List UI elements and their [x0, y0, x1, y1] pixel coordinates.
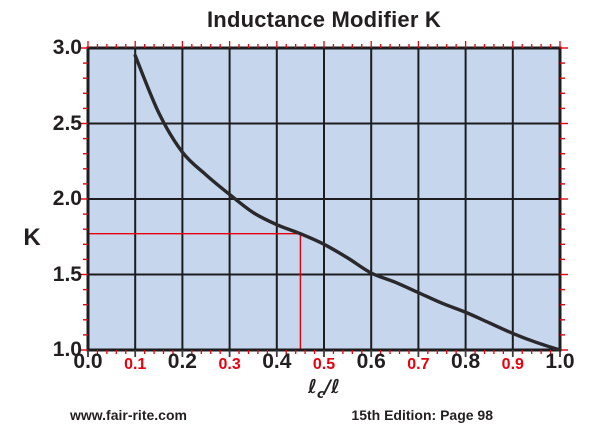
y-tick-label: 3.0 — [52, 36, 82, 59]
x-tick-label: 1.0 — [545, 350, 575, 373]
k-curve — [133, 53, 562, 352]
series-layer — [133, 53, 562, 352]
x-tick-label: 0.1 — [124, 356, 147, 373]
x-tick-label: 0.2 — [167, 350, 197, 373]
x-tick-label: 0.3 — [218, 356, 241, 373]
x-tick-label: 0.7 — [407, 356, 430, 373]
x-tick-label: 0.8 — [450, 350, 481, 373]
x-axis-label-subscript: c — [316, 386, 325, 401]
y-axis-label: K — [23, 224, 41, 251]
x-tick-label: 0.0 — [73, 350, 103, 373]
y-tick-label: 1.5 — [52, 262, 82, 286]
grid-lines — [88, 48, 560, 350]
x-tick-label: 0.4 — [262, 350, 292, 373]
x-axis-label-script-l: ℓ — [308, 376, 317, 398]
x-tick-label: 0.6 — [356, 350, 386, 373]
chart-title: Inductance Modifier K — [207, 7, 441, 32]
y-tick-label: 2.5 — [52, 111, 82, 135]
axis-ticks — [80, 41, 568, 357]
footer-edition: 15th Edition: Page 98 — [351, 407, 493, 423]
x-axis-label-slash-l: /ℓ — [324, 376, 340, 398]
x-tick-label: 0.9 — [501, 356, 524, 373]
x-axis-label: ℓc/ℓ — [88, 376, 560, 400]
x-tick-label: 0.5 — [312, 356, 336, 373]
y-tick-label: 2.0 — [52, 187, 82, 210]
y-tick-label: 1.0 — [52, 338, 82, 361]
footer-website: www.fair-rite.com — [70, 407, 187, 423]
